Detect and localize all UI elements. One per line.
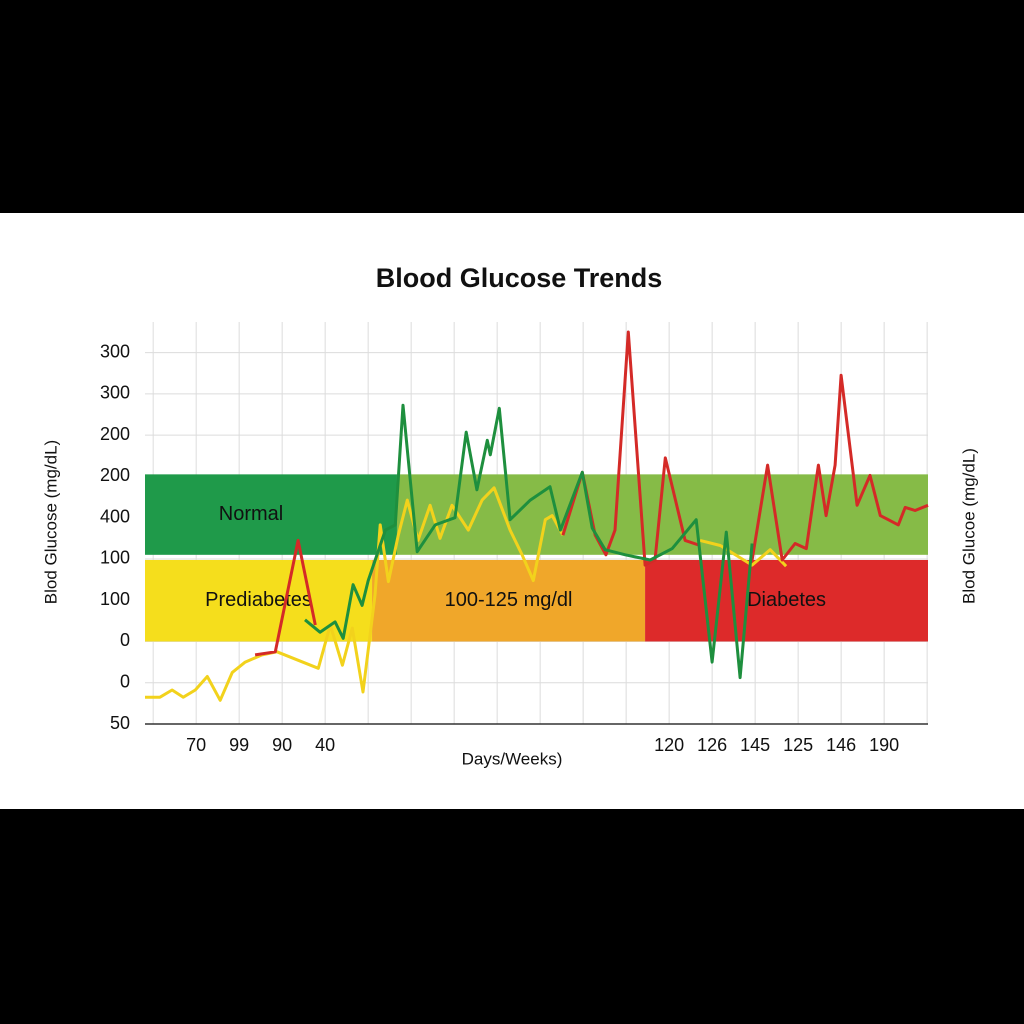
y-tick-label: 300 xyxy=(100,383,130,403)
y-tick-label: 0 xyxy=(120,630,130,650)
zone-label: Diabetes xyxy=(747,589,826,611)
zone xyxy=(145,559,373,642)
zone-label: Prediabetes xyxy=(205,589,312,611)
series-line xyxy=(304,403,754,680)
x-tick-label: 190 xyxy=(869,735,899,755)
x-tick-label: 70 xyxy=(186,735,206,755)
chart-title: Blood Glucose Trends xyxy=(376,263,663,293)
y-tick-label: 100 xyxy=(100,548,130,568)
x-tick-label: 40 xyxy=(315,735,335,755)
x-tick-label: 99 xyxy=(229,735,249,755)
x-tick-label: 126 xyxy=(697,735,727,755)
x-axis-label: Days/Weeks) xyxy=(462,749,563,768)
x-tick-label: 120 xyxy=(654,735,684,755)
y-tick-label: 300 xyxy=(100,341,130,361)
zone xyxy=(645,559,928,642)
x-tick-label: 145 xyxy=(740,735,770,755)
series-line xyxy=(145,486,788,702)
y-tick-label: 400 xyxy=(100,506,130,526)
y-tick-label: 200 xyxy=(100,465,130,485)
y-tick-label: 50 xyxy=(110,713,130,733)
zone xyxy=(372,559,646,642)
y-tick-label: 0 xyxy=(120,671,130,691)
y2-axis-label: Blod Glucoe (mg/dL) xyxy=(959,448,978,604)
y-tick-label: 100 xyxy=(100,589,130,609)
x-tick-label: 146 xyxy=(826,735,856,755)
zone xyxy=(145,474,397,555)
y-tick-label: 200 xyxy=(100,424,130,444)
zone-label: Normal xyxy=(219,503,283,525)
x-tick-label: 125 xyxy=(783,735,813,755)
x-tick-label: 90 xyxy=(272,735,292,755)
y-axis-label: Blod Glucose (mg/dL) xyxy=(41,440,60,604)
zone-label: 100-125 mg/dl xyxy=(445,589,573,611)
